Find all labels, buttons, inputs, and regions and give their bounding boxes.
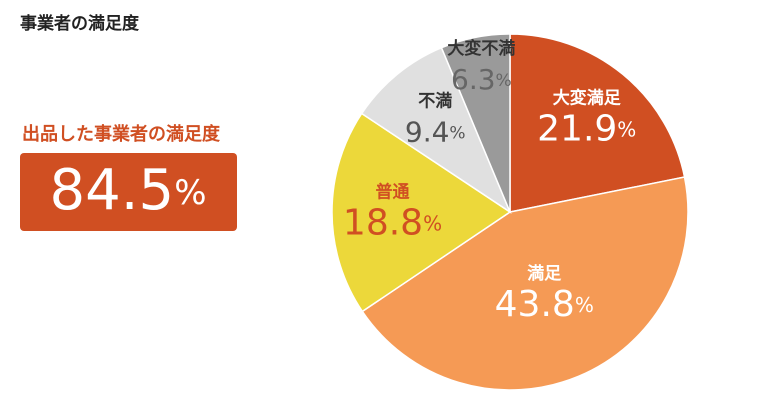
pie-slice (331, 112, 512, 313)
value-number: 84.5 (50, 158, 175, 223)
callout-box (20, 153, 237, 231)
value-label: 6.3% (451, 63, 512, 96)
value-number: 21.9 (537, 108, 617, 149)
pie-slice (509, 33, 686, 213)
slice-label: 満足 (527, 263, 561, 284)
pie-slice (440, 33, 511, 213)
slice-label: 不満 (418, 90, 452, 111)
chart-title: 事業者の満足度 (20, 13, 140, 34)
value-unit: % (449, 123, 465, 143)
pie-slice (361, 176, 689, 391)
value-number: 9.4 (405, 115, 450, 148)
value-label: 18.8% (343, 202, 442, 243)
value-label: 9.4% (405, 115, 466, 148)
value-number: 6.3 (451, 63, 496, 96)
value-unit: % (174, 173, 206, 213)
pie-slice (360, 46, 512, 214)
value-unit: % (423, 211, 442, 235)
value-number: 43.8 (495, 284, 575, 325)
callout-label: 出品した事業者の満足度 (22, 123, 221, 145)
value-unit: % (617, 117, 636, 141)
value-label: 21.9% (537, 108, 636, 149)
slice-label: 普通 (376, 181, 410, 202)
slice-label: 大変不満 (447, 38, 515, 59)
value-unit: % (496, 71, 512, 91)
value-unit: % (575, 293, 594, 317)
slice-label: 大変満足 (553, 87, 621, 108)
value-label: 43.8% (495, 284, 594, 325)
value-number: 18.8 (343, 202, 423, 243)
callout-value: 84.5% (50, 158, 207, 223)
